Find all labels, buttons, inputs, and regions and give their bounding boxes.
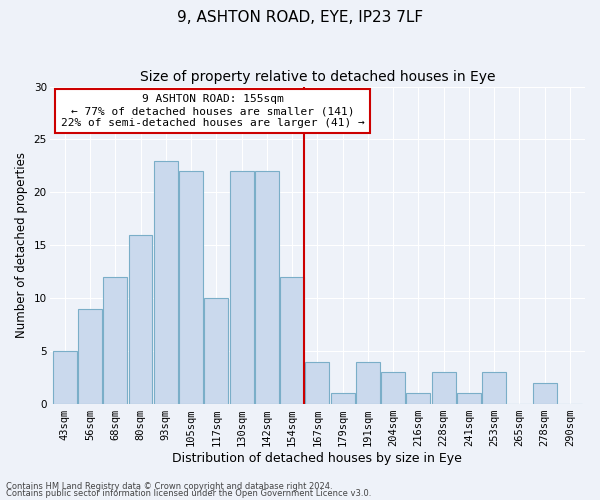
Text: 9 ASHTON ROAD: 155sqm
← 77% of detached houses are smaller (141)
22% of semi-det: 9 ASHTON ROAD: 155sqm ← 77% of detached … bbox=[61, 94, 365, 128]
X-axis label: Distribution of detached houses by size in Eye: Distribution of detached houses by size … bbox=[172, 452, 462, 465]
Text: Contains HM Land Registry data © Crown copyright and database right 2024.: Contains HM Land Registry data © Crown c… bbox=[6, 482, 332, 491]
Bar bbox=[406, 394, 430, 404]
Y-axis label: Number of detached properties: Number of detached properties bbox=[15, 152, 28, 338]
Bar bbox=[356, 362, 380, 404]
Bar bbox=[280, 277, 304, 404]
Bar bbox=[179, 171, 203, 404]
Bar bbox=[78, 309, 102, 404]
Bar bbox=[103, 277, 127, 404]
Bar bbox=[204, 298, 228, 404]
Bar bbox=[457, 394, 481, 404]
Bar bbox=[331, 394, 355, 404]
Bar bbox=[381, 372, 405, 404]
Bar bbox=[255, 171, 279, 404]
Bar bbox=[53, 351, 77, 404]
Bar bbox=[128, 234, 152, 404]
Bar bbox=[154, 160, 178, 404]
Title: Size of property relative to detached houses in Eye: Size of property relative to detached ho… bbox=[140, 70, 495, 84]
Bar bbox=[533, 383, 557, 404]
Bar bbox=[482, 372, 506, 404]
Text: 9, ASHTON ROAD, EYE, IP23 7LF: 9, ASHTON ROAD, EYE, IP23 7LF bbox=[177, 10, 423, 25]
Bar bbox=[230, 171, 254, 404]
Text: Contains public sector information licensed under the Open Government Licence v3: Contains public sector information licen… bbox=[6, 490, 371, 498]
Bar bbox=[305, 362, 329, 404]
Bar bbox=[431, 372, 455, 404]
